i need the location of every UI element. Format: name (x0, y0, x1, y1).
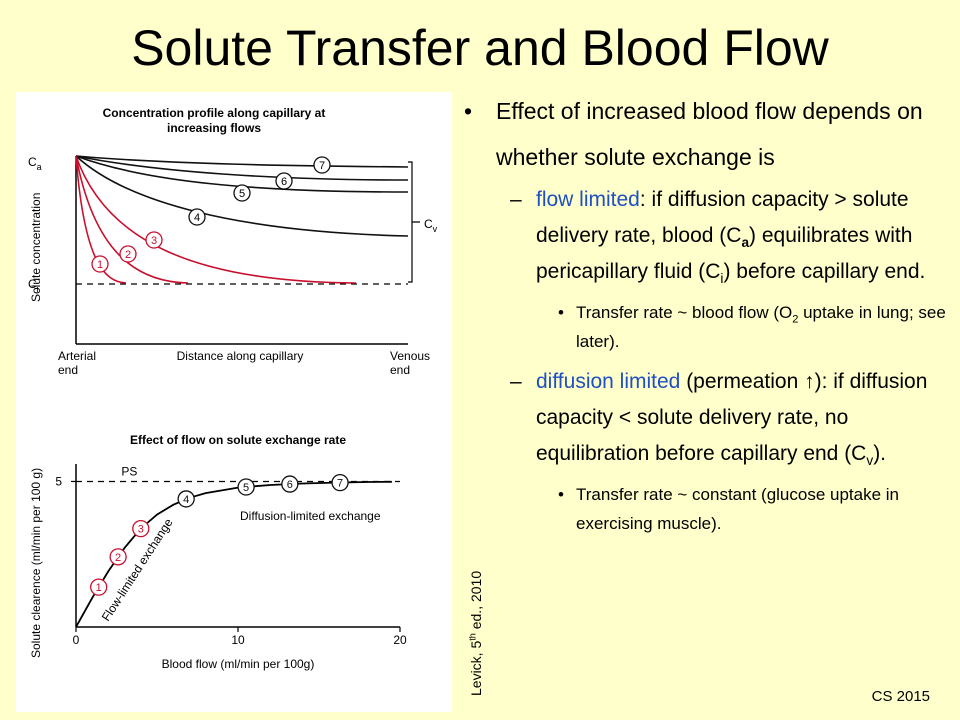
curve-point-label: 5 (243, 482, 249, 494)
curve-point-label: 3 (138, 524, 144, 536)
curve-point-7: 7 (331, 473, 349, 492)
dash-marker: – (510, 370, 522, 393)
curve-point-label: 6 (287, 479, 293, 491)
curve-point-marker (177, 490, 195, 508)
top-curve-marker-7: 7 (313, 156, 331, 174)
bullet-diffusion-limited: – diffusion limited (permeation ↑): if d… (462, 364, 956, 472)
curve-point-2: 2 (109, 548, 127, 566)
diffusion-limited-label: Diffusion-limited exchange (240, 509, 381, 523)
top-figure-title-line2: increasing flows (167, 121, 261, 135)
dash-marker: – (510, 188, 522, 211)
curve-point-marker (237, 478, 255, 496)
curve-point-label: 4 (183, 494, 189, 506)
concentration-profile-figure: Concentration profile along capillary at… (28, 106, 438, 377)
figure-svg: Concentration profile along capillary at… (28, 106, 438, 671)
bottom-x-axis-label: Blood flow (ml/min per 100g) (162, 657, 315, 671)
x-right-label-line1: Venous (390, 349, 430, 363)
x-tick-label: 20 (393, 633, 407, 647)
curve-point-4: 4 (177, 490, 195, 508)
slide-title: Solute Transfer and Blood Flow (131, 20, 829, 76)
x-left-label-line1: Arterial (58, 349, 96, 363)
ca-label: Ca (28, 155, 42, 172)
profile-curve-5 (75, 155, 409, 193)
curve-point-5: 5 (237, 478, 255, 496)
top-curve-marker-1: 1 (91, 255, 109, 273)
cv-bracket (408, 161, 420, 283)
curve-point-label: 1 (96, 582, 102, 594)
curve-point-label: 2 (115, 552, 121, 564)
curve-point-marker (132, 519, 150, 538)
cv-label: Cv (424, 217, 438, 234)
top-figure-title-line1: Concentration profile along capillary at (103, 106, 326, 120)
citation-credit: Levick, 5th ed., 2010 (467, 570, 484, 696)
curve-point-marker (90, 578, 108, 596)
x-left-label-line2: end (58, 363, 78, 377)
tick-layer: 0 10 20 5 (55, 474, 407, 647)
top-curve-marker-5: 5 (233, 184, 251, 202)
bullet-dot: • (558, 485, 564, 504)
bottom-y-axis-label: Solute clearence (ml/min per 100 g) (29, 468, 43, 658)
flow-limited-term: flow limited (536, 188, 640, 211)
top-curve-marker-2: 2 (119, 245, 137, 263)
svg-text:5: 5 (239, 188, 245, 200)
curve-points-layer: 1 2 3 4 5 6 7 (90, 473, 349, 596)
ci-label: Ci (28, 277, 39, 294)
curve-point-1: 1 (90, 578, 108, 596)
svg-text:2: 2 (125, 249, 131, 261)
svg-text:7: 7 (319, 160, 325, 172)
top-curve-marker-6: 6 (275, 172, 293, 190)
svg-text:6: 6 (281, 176, 287, 188)
curve-point-6: 6 (281, 475, 299, 493)
bullet-flow-limited: – flow limited: if diffusion capacity > … (462, 182, 956, 290)
top-curve-marker-4: 4 (188, 208, 206, 226)
curve-point-marker (331, 473, 349, 492)
profile-curve-7 (75, 155, 409, 168)
x-tick-label: 10 (231, 633, 245, 647)
curve-point-3: 3 (132, 519, 150, 538)
profile-curve-6 (75, 155, 409, 181)
top-curve-marker-3: 3 (145, 231, 163, 249)
x-right-label-line2: end (390, 363, 410, 377)
figure-panel: Concentration profile along capillary at… (16, 92, 452, 712)
bullet-dot: • (464, 98, 473, 124)
svg-text:4: 4 (194, 212, 200, 224)
profile-curve-2 (75, 155, 189, 284)
bullet-main: • Effect of increased blood flow depends… (462, 88, 956, 180)
top-x-axis-label: Distance along capillary (177, 349, 304, 363)
exchange-rate-chart: Effect of flow on solute exchange rate S… (29, 433, 407, 671)
profile-curve-3 (75, 155, 357, 284)
diffusion-limited-term: diffusion limited (536, 370, 681, 393)
bullet-diffusion-limited-example: • Transfer rate ~ constant (glucose upta… (462, 480, 956, 538)
bullet-list: • Effect of increased blood flow depends… (462, 88, 956, 546)
bottom-chart-title: Effect of flow on solute exchange rate (130, 433, 346, 447)
top-y-axis-label: Solute concentration (29, 193, 43, 302)
x-tick-label: 0 (73, 633, 80, 647)
bullet-flow-limited-example: • Transfer rate ~ blood flow (O2 uptake … (462, 298, 956, 356)
ps-label: PS (121, 464, 137, 478)
footer-tag: CS 2015 (871, 688, 930, 705)
y-tick-label: 5 (55, 474, 62, 488)
curve-point-label: 7 (337, 478, 343, 490)
bullet-dot: • (558, 303, 564, 322)
svg-text:3: 3 (151, 235, 157, 247)
curve-point-marker (281, 475, 299, 493)
svg-text:1: 1 (97, 259, 103, 271)
curve-point-marker (109, 548, 127, 566)
